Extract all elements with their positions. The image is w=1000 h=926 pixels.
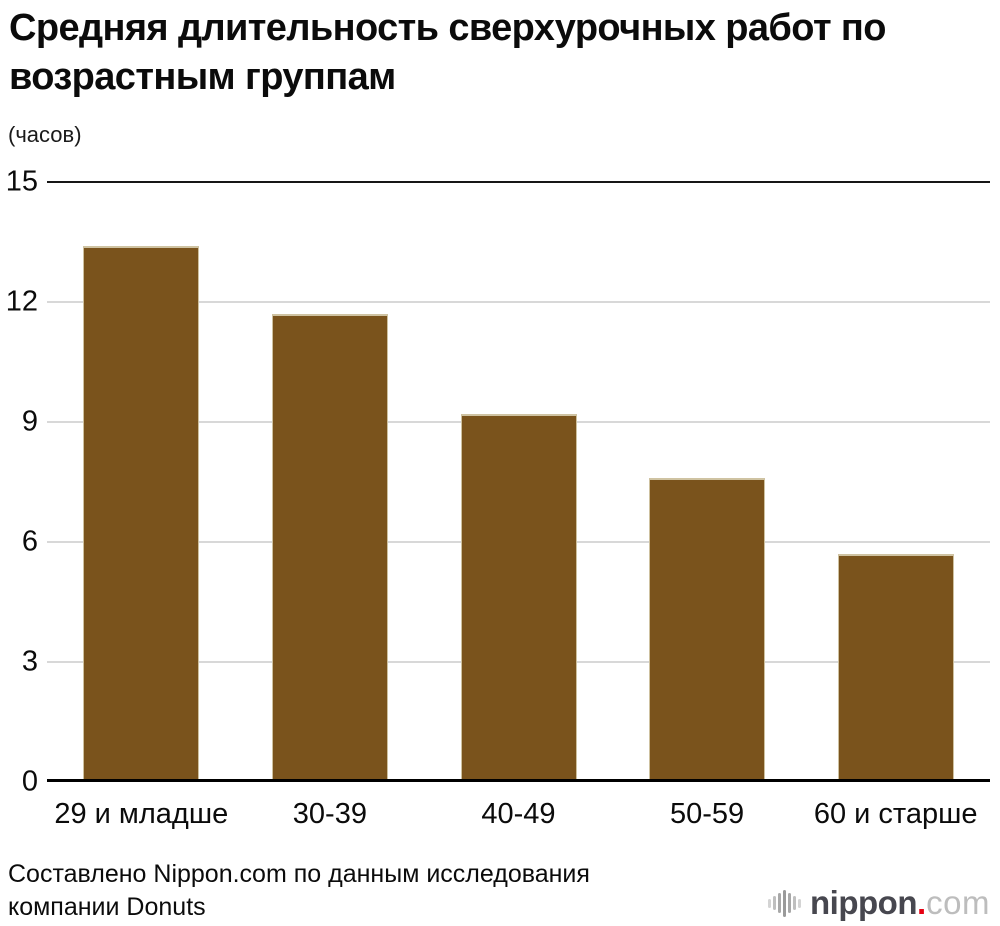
x-tick-label-40-49: 40-49 xyxy=(481,798,556,830)
gridline-15 xyxy=(47,181,990,183)
logo-brand-text: nippon xyxy=(810,884,917,921)
x-tick-label-60-и-старше: 60 и старше xyxy=(813,798,978,830)
source-note-line1: Составлено Nippon.com по данным исследов… xyxy=(8,860,590,888)
chart-title-line2: возрастным группам xyxy=(9,56,396,98)
y-tick-label-15: 15 xyxy=(5,165,38,198)
source-note-line2: компании Donuts xyxy=(8,893,206,921)
plot-area xyxy=(47,181,990,782)
nippon-logo: nippon. com xyxy=(768,882,990,924)
y-tick-label-12: 12 xyxy=(5,285,38,318)
y-axis-unit-label: (часов) xyxy=(8,122,82,147)
y-axis-tick-labels: 15 12 9 6 3 0 xyxy=(0,166,38,798)
bar-29-и-младше xyxy=(83,246,200,782)
x-tick-label-30-39: 30-39 xyxy=(292,798,367,830)
chart-title: Средняя длительность сверхурочных работ … xyxy=(9,4,886,102)
source-note: Составлено Nippon.com по данным исследов… xyxy=(8,858,590,924)
logo-tld-text: com xyxy=(926,884,990,921)
x-axis-tick-labels: 29 и младше 30-39 40-49 50-59 60 и старше xyxy=(47,798,990,834)
bar-30-39 xyxy=(271,314,388,782)
bar-40-49 xyxy=(460,414,577,782)
logo-dot: . xyxy=(916,884,927,921)
bar-50-59 xyxy=(649,478,766,782)
y-tick-label-9: 9 xyxy=(21,405,38,438)
x-tick-label-50-59: 50-59 xyxy=(670,798,745,830)
bar-60-и-старше xyxy=(837,554,954,782)
gridline-12 xyxy=(47,301,990,303)
chart-title-line1: Средняя длительность сверхурочных работ … xyxy=(9,7,886,49)
x-axis-line xyxy=(47,779,990,782)
soundwave-icon xyxy=(768,889,802,917)
y-tick-label-6: 6 xyxy=(21,525,38,558)
x-tick-label-29-и-младше: 29 и младше xyxy=(54,798,229,830)
y-tick-label-3: 3 xyxy=(21,645,38,678)
y-tick-label-0: 0 xyxy=(21,765,38,798)
